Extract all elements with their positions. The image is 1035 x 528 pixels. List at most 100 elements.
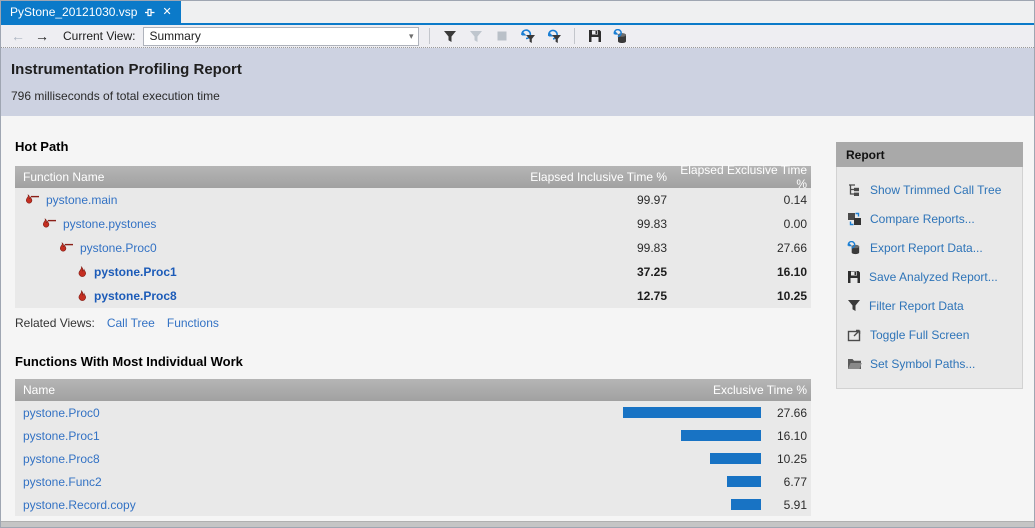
filter-icon (848, 300, 860, 311)
save-analyzed-report-item[interactable]: Save Analyzed Report... (837, 262, 1022, 291)
filter-report-data-item[interactable]: Filter Report Data (837, 291, 1022, 320)
report-action-label: Show Trimmed Call Tree (870, 182, 1002, 197)
exclusive-time-value: 27.66 (776, 405, 807, 420)
functions-work-table-header: Name Exclusive Time % (15, 379, 811, 401)
pin-icon[interactable] (144, 7, 155, 18)
function-link[interactable]: pystone.main (46, 193, 118, 207)
stop-button[interactable] (492, 26, 512, 46)
toggle-full-screen-item[interactable]: Toggle Full Screen (837, 320, 1022, 349)
tab-title: PyStone_20121030.vsp (10, 5, 138, 19)
exclusive-time-bar (680, 430, 761, 441)
current-view-value: Summary (149, 29, 201, 43)
filter-disabled-button[interactable] (466, 26, 486, 46)
fullscreen-icon (847, 329, 861, 341)
function-link[interactable]: pystone.Record.copy (23, 497, 136, 512)
table-row: pystone.Proc0 27.66 (15, 401, 807, 424)
column-header-function-name: Function Name (23, 170, 105, 184)
exclusive-time-value: 6.77 (783, 474, 807, 489)
compare-reports-item[interactable]: Compare Reports... (837, 204, 1022, 233)
exclusive-time-bar (731, 499, 761, 510)
current-view-select[interactable]: Summary ▾ (143, 26, 420, 46)
window-bottom-border (1, 521, 1034, 527)
reapply-filter-button[interactable] (518, 26, 538, 46)
table-row: pystone.Record.copy 5.91 (15, 493, 807, 516)
current-view-label: Current View: (63, 29, 136, 43)
inclusive-time-value: 99.97 (636, 193, 667, 207)
exclusive-time-value: 16.10 (776, 265, 807, 279)
report-toolbar: ← → Current View: Summary ▾ (1, 25, 1034, 48)
document-tab-strip: PyStone_20121030.vsp ✕ (1, 1, 1034, 23)
exclusive-time-value: 0.14 (783, 193, 807, 207)
table-row: pystone.Func2 6.77 (15, 470, 807, 493)
exclusive-time-bar (622, 407, 761, 418)
compare-reports-icon (848, 212, 861, 225)
report-action-label: Save Analyzed Report... (869, 269, 998, 284)
function-link[interactable]: pystone.Proc1 (23, 428, 100, 443)
table-row: pystone.Proc1 16.10 (15, 424, 807, 447)
exclusive-time-value: 0.00 (783, 217, 807, 231)
hot-path-flame-branch-icon (26, 193, 39, 203)
column-header-name: Name (23, 383, 56, 397)
function-link[interactable]: pystone.Proc1 (94, 265, 177, 279)
total-time-summary: 796 milliseconds of total execution time (11, 89, 220, 103)
report-action-label: Export Report Data... (870, 240, 983, 255)
hot-path-flame-branch-icon (60, 241, 73, 251)
report-body: Hot Path Function Name Elapsed Inclusive… (1, 116, 1034, 521)
exclusive-time-value: 16.10 (776, 428, 807, 443)
column-header-inclusive: Elapsed Inclusive Time % (530, 170, 667, 184)
function-link[interactable]: pystone.Proc0 (23, 405, 100, 420)
inclusive-time-value: 37.25 (636, 265, 667, 279)
function-link[interactable]: pystone.pystones (63, 217, 157, 231)
toolbar-separator (574, 28, 576, 44)
hot-path-table-header: Function Name Elapsed Inclusive Time % E… (15, 163, 811, 191)
export-report-data-item[interactable]: Export Report Data... (837, 233, 1022, 262)
exclusive-time-value: 10.25 (776, 289, 807, 303)
filter-button[interactable] (440, 26, 460, 46)
table-row: pystone.Proc1 37.25 16.10 (15, 260, 807, 284)
table-row: pystone.main 99.97 0.14 (15, 188, 807, 212)
functions-work-title: Functions With Most Individual Work (15, 354, 243, 369)
functions-work-table-body: pystone.Proc0 27.66 pystone.Proc1 16.10 … (15, 401, 811, 516)
active-document-accent (1, 23, 1034, 25)
hot-path-table: Function Name Elapsed Inclusive Time % E… (15, 163, 811, 308)
function-link[interactable]: pystone.Func2 (23, 474, 102, 489)
functions-work-table: Name Exclusive Time % pystone.Proc0 27.6… (15, 379, 811, 516)
save-report-button[interactable] (585, 26, 605, 46)
close-icon[interactable]: ✕ (162, 5, 172, 18)
back-arrow-icon[interactable]: ← (11, 28, 25, 44)
report-action-label: Set Symbol Paths... (870, 356, 976, 371)
exclusive-time-bar (727, 476, 761, 487)
exclusive-time-value: 5.91 (783, 497, 807, 512)
inclusive-time-value: 99.83 (636, 241, 667, 255)
related-views-label: Related Views: (15, 316, 95, 330)
flame-icon (78, 289, 86, 301)
summary-column: Hot Path Function Name Elapsed Inclusive… (15, 116, 811, 516)
inclusive-time-value: 12.75 (636, 289, 667, 303)
exclusive-time-value: 10.25 (776, 451, 807, 466)
forward-arrow-icon[interactable]: → (35, 28, 49, 44)
related-view-call-tree-link[interactable]: Call Tree (106, 316, 155, 330)
function-link[interactable]: pystone.Proc8 (23, 451, 100, 466)
export-report-button[interactable] (611, 26, 631, 46)
exclusive-time-bar (709, 453, 761, 464)
set-symbol-paths-item[interactable]: Set Symbol Paths... (837, 349, 1022, 378)
save-icon (848, 270, 860, 283)
table-row: pystone.pystones 99.83 0.00 (15, 212, 807, 236)
folder-icon (848, 359, 862, 369)
report-header-band: Instrumentation Profiling Report 796 mil… (1, 48, 1034, 116)
report-panel-title: Report (836, 142, 1023, 167)
report-panel-body: Show Trimmed Call Tree Compare Reports..… (836, 167, 1023, 389)
function-link[interactable]: pystone.Proc0 (80, 241, 157, 255)
exclusive-time-value: 27.66 (776, 241, 807, 255)
document-tab[interactable]: PyStone_20121030.vsp ✕ (1, 1, 181, 23)
refresh-filter-button[interactable] (544, 26, 564, 46)
hot-path-table-body: pystone.main 99.97 0.14 pystone.pystones… (15, 188, 811, 308)
function-link[interactable]: pystone.Proc8 (94, 289, 177, 303)
flame-icon (78, 265, 86, 277)
show-trimmed-call-tree-item[interactable]: Show Trimmed Call Tree (837, 175, 1022, 204)
related-view-functions-link[interactable]: Functions (166, 316, 219, 330)
related-views: Related Views: Call Tree Functions (15, 316, 811, 330)
hot-path-title: Hot Path (15, 139, 69, 154)
page-title: Instrumentation Profiling Report (11, 61, 242, 78)
